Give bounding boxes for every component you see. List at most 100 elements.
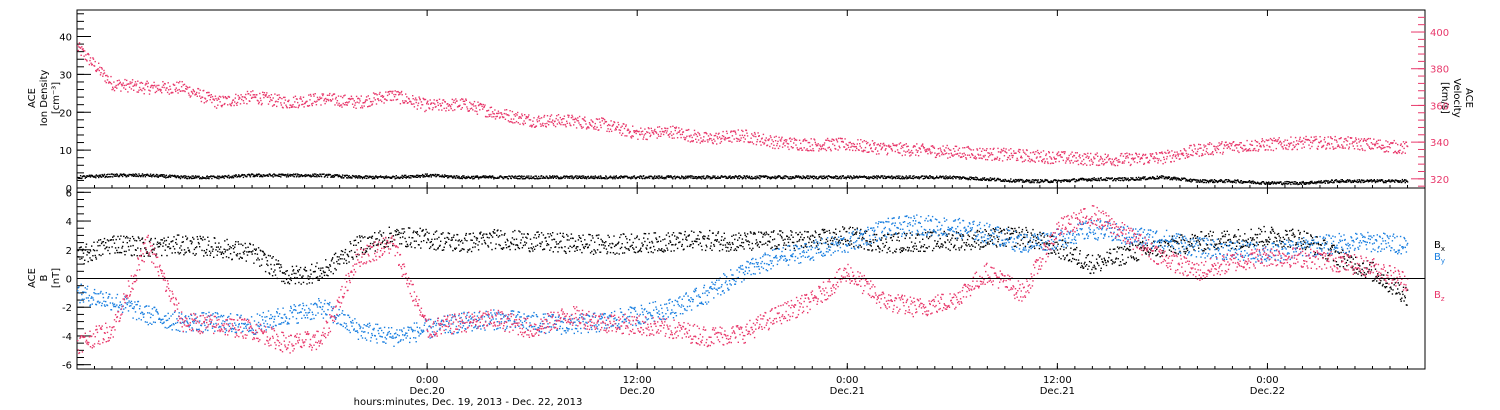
velocity-series-point	[1182, 152, 1184, 154]
velocity-series-point	[1322, 145, 1324, 148]
velocity-series-point	[1043, 158, 1045, 160]
velocity-series-point	[462, 100, 465, 102]
velocity-series-point	[140, 88, 142, 91]
velocity-series-point	[863, 140, 865, 142]
velocity-series-point	[755, 135, 757, 138]
x-tick-label-date: Dec.21	[830, 386, 865, 397]
density-series-point	[319, 173, 322, 176]
velocity-series-point	[722, 130, 724, 133]
density-series-point	[651, 176, 653, 178]
density-series-point	[945, 175, 947, 177]
velocity-series-point	[804, 138, 806, 140]
density-series-point	[1198, 180, 1200, 182]
density-series-point	[944, 176, 946, 178]
density-series-point	[273, 173, 276, 175]
density-series-point	[1050, 180, 1052, 182]
velocity-series-point	[849, 141, 851, 144]
bx-series-point	[100, 254, 102, 257]
density-series-point	[142, 175, 144, 178]
velocity-series-point	[887, 145, 889, 147]
velocity-series-point	[164, 83, 166, 85]
velocity-series-point	[945, 152, 948, 154]
velocity-series-point	[931, 151, 933, 154]
velocity-series-point	[131, 81, 133, 84]
velocity-series-point	[271, 99, 273, 102]
velocity-series-point	[346, 101, 348, 103]
velocity-series-point	[100, 72, 102, 74]
density-series-point	[970, 176, 972, 178]
velocity-series-point	[511, 121, 513, 123]
density-series-point	[719, 177, 721, 179]
velocity-series-point	[873, 142, 875, 145]
density-series-point	[317, 174, 319, 176]
velocity-series-point	[653, 130, 655, 132]
velocity-series-point	[302, 96, 305, 98]
density-series-point	[987, 179, 990, 182]
velocity-series-point	[753, 135, 755, 138]
velocity-series-point	[854, 146, 856, 148]
density-series-point	[1404, 181, 1406, 184]
velocity-series-point	[1070, 153, 1072, 155]
density-series-point	[121, 174, 123, 176]
velocity-series-point	[774, 140, 777, 142]
velocity-series-point	[1022, 149, 1024, 151]
velocity-series-point	[428, 107, 430, 109]
velocity-series-point	[599, 121, 601, 123]
velocity-series-point	[819, 145, 822, 148]
density-series-point	[503, 177, 505, 180]
velocity-series-point	[158, 84, 160, 87]
field-tick-label: 2	[66, 246, 72, 257]
velocity-series-point	[174, 88, 176, 91]
velocity-series-point	[553, 124, 555, 127]
density-series-point	[728, 175, 730, 178]
density-series-point	[558, 177, 560, 179]
velocity-series-point	[663, 131, 665, 133]
velocity-series-point	[454, 109, 456, 111]
velocity-series-point	[336, 100, 339, 102]
velocity-series-point	[1257, 150, 1259, 152]
velocity-series-point	[209, 99, 211, 101]
velocity-series-point	[1279, 141, 1281, 143]
density-series-point	[716, 177, 718, 179]
velocity-series-point	[493, 116, 495, 118]
density-series-point	[1268, 183, 1270, 185]
velocity-series-point	[602, 118, 605, 120]
velocity-series-point	[297, 101, 299, 104]
velocity-series-point	[491, 111, 494, 113]
density-series-point	[290, 175, 292, 177]
density-series-point	[770, 177, 773, 180]
density-series-point	[553, 176, 555, 178]
density-series-point	[173, 175, 175, 177]
density-series-point	[1178, 178, 1181, 180]
density-series-point	[1018, 180, 1020, 183]
density-series-point	[805, 176, 808, 178]
density-series-point	[613, 177, 616, 179]
density-series-point	[979, 178, 982, 180]
velocity-series-point	[815, 143, 817, 145]
density-series-point	[467, 175, 469, 178]
density-series-point	[1356, 181, 1358, 183]
velocity-series-point	[794, 138, 797, 141]
field-axis-label-line3: [nT]	[51, 268, 62, 288]
density-series-point	[1028, 181, 1030, 183]
velocity-series-point	[328, 94, 330, 96]
density-series-point	[1286, 183, 1289, 185]
velocity-series-point	[466, 108, 469, 110]
density-series-point	[126, 176, 128, 178]
density-series-point	[223, 177, 225, 179]
velocity-series-point	[156, 87, 159, 90]
velocity-series-point	[79, 47, 82, 49]
velocity-series-point	[373, 97, 375, 99]
velocity-series-point	[1031, 158, 1033, 161]
density-series-point	[902, 176, 905, 178]
velocity-series-point	[459, 99, 462, 101]
velocity-series-point	[1069, 162, 1071, 164]
velocity-series-point	[525, 117, 527, 120]
velocity-series-point	[1051, 162, 1053, 164]
velocity-series-point	[215, 107, 218, 109]
density-series-point	[250, 174, 252, 176]
velocity-series-point	[646, 131, 648, 133]
bx-series-point	[103, 244, 105, 247]
velocity-series-point	[767, 139, 770, 142]
velocity-series-point	[1269, 137, 1272, 140]
